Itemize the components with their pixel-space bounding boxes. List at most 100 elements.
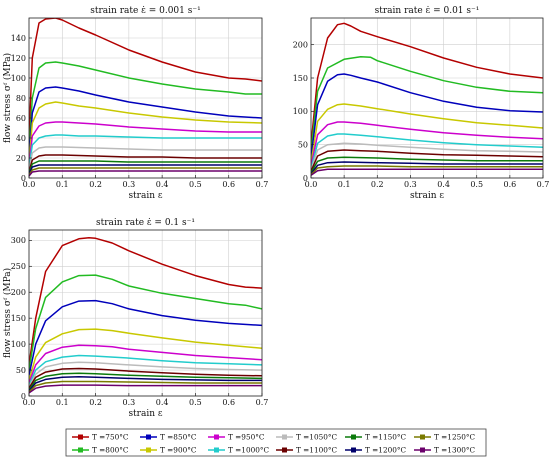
- series-line-6: [29, 134, 262, 169]
- legend-label: T =750°C: [92, 433, 129, 442]
- chart-panel-1: 0.0 0.1 0.2 0.3 0.4 0.5 0.6 0.7 0 20 40 60 80 100 120 1…: [2, 6, 268, 201]
- legend-item: T =1050°C: [276, 433, 338, 442]
- y-tick-label: 0: [21, 174, 26, 183]
- x-tick-label: 0.7: [537, 180, 550, 189]
- legend-label: T =1250°C: [434, 433, 476, 442]
- legend-label: T =800°C: [92, 446, 129, 455]
- y-tick-label: 150: [11, 314, 26, 323]
- x-tick-label: 0.4: [156, 180, 169, 189]
- series-line-6: [311, 133, 543, 169]
- legend-label: T =900°C: [160, 446, 197, 455]
- series-line-1: [29, 237, 262, 366]
- series-line-7: [311, 142, 543, 171]
- series-line-5: [29, 121, 262, 167]
- series-line-12: [29, 384, 262, 394]
- legend-square-marker: [146, 447, 151, 453]
- series-line-10: [29, 376, 262, 392]
- series-line-8: [29, 367, 262, 389]
- series-line-8: [29, 154, 262, 173]
- series-line-1: [29, 18, 262, 139]
- x-tick-label: 0.6: [503, 180, 516, 189]
- y-tick-label: 0: [303, 174, 308, 183]
- chart-panels: 0.0 0.1 0.2 0.3 0.4 0.5 0.6 0.7 0 20 40 60 80 100 120 1…: [2, 6, 549, 419]
- series-line-9: [311, 156, 543, 174]
- legend-label: T =1000°C: [228, 446, 270, 455]
- legend-item: T =850°C: [140, 433, 197, 442]
- series-line-3: [311, 73, 543, 159]
- x-tick-label: 0.1: [56, 180, 69, 189]
- x-tick-label: 0.0: [305, 180, 318, 189]
- x-tick-label: 0.3: [404, 180, 417, 189]
- series-line-7: [29, 146, 262, 171]
- x-tick-label: 0.5: [189, 180, 202, 189]
- legend-item: T =750°C: [72, 433, 129, 442]
- series-line-3: [29, 299, 262, 376]
- series-line-5: [311, 121, 543, 167]
- y-tick-label: 250: [11, 262, 26, 271]
- legend-square-marker: [214, 434, 219, 440]
- y-axis-label: flow stress σᶠ (MPa): [2, 268, 13, 358]
- legend-frame: [65, 428, 487, 457]
- legend-square-marker: [78, 434, 83, 440]
- legend: T =750°C T =850°C T =950°C T =1050°C T =1150…: [65, 428, 487, 457]
- plot-frame: [28, 229, 263, 397]
- y-tick-label: 150: [293, 74, 308, 83]
- series-line-3: [29, 86, 262, 159]
- legend-label: T =1200°C: [365, 446, 407, 455]
- series-line-9: [29, 160, 262, 174]
- x-tick-label: 0.0: [23, 180, 36, 189]
- y-axis-label: flow stress σᶠ (MPa): [2, 53, 13, 143]
- y-tick-label: 300: [11, 236, 26, 245]
- x-tick-label: 0.3: [122, 398, 135, 407]
- series-line-8: [311, 149, 543, 172]
- x-axis-label: strain ε: [128, 409, 162, 419]
- x-tick-label: 0.1: [338, 180, 351, 189]
- series-line-10: [311, 161, 543, 175]
- x-tick-label: 0.6: [222, 398, 235, 407]
- y-tick-label: 20: [16, 154, 26, 163]
- series-line-4: [29, 328, 262, 381]
- legend-label: T =1300°C: [434, 446, 476, 455]
- x-tick-label: 0.5: [189, 398, 202, 407]
- series-line-1: [311, 22, 543, 145]
- legend-label: T =1100°C: [296, 446, 338, 455]
- x-tick-label: 0.2: [89, 398, 102, 407]
- x-axis-label: strain ε: [410, 191, 444, 201]
- series-line-11: [29, 380, 262, 393]
- legend-item: T =1100°C: [276, 446, 338, 455]
- series-line-9: [29, 372, 262, 391]
- x-tick-label: 0.3: [122, 180, 135, 189]
- legend-square-marker: [78, 447, 83, 453]
- series-line-2: [311, 55, 543, 152]
- legend-square-marker: [420, 447, 425, 453]
- series-line-2: [29, 61, 262, 154]
- legend-label: T =850°C: [160, 433, 197, 442]
- x-tick-label: 0.1: [56, 398, 69, 407]
- legend-item: T =950°C: [208, 433, 265, 442]
- y-tick-label: 100: [11, 74, 26, 83]
- legend-item: T =1150°C: [345, 433, 407, 442]
- y-tick-label: 120: [11, 54, 26, 63]
- x-tick-label: 0.2: [371, 180, 384, 189]
- legend-square-marker: [420, 434, 425, 440]
- chart-title: strain rate ε̇ = 0.1 s⁻¹: [96, 218, 195, 228]
- legend-item: T =800°C: [72, 446, 129, 455]
- legend-square-marker: [351, 434, 356, 440]
- series-line-10: [29, 164, 262, 175]
- x-tick-label: 0.7: [256, 180, 269, 189]
- series-line-11: [29, 167, 262, 176]
- legend-item: T =1000°C: [208, 446, 270, 455]
- x-axis-label: strain ε: [128, 191, 162, 201]
- x-tick-label: 0.5: [470, 180, 483, 189]
- series-line-6: [29, 354, 262, 386]
- series-line-11: [311, 165, 543, 176]
- legend-item: T =1250°C: [414, 433, 476, 442]
- y-tick-label: 80: [16, 94, 26, 103]
- y-tick-label: 50: [298, 140, 308, 149]
- chart-panel-2: 0.0 0.1 0.2 0.3 0.4 0.5 0.6 0.7 0 50 100 150 200 stra…: [293, 6, 550, 201]
- legend-label: T =1150°C: [365, 433, 407, 442]
- legend-square-marker: [282, 447, 287, 453]
- y-tick-label: 40: [16, 134, 26, 143]
- series-line-7: [29, 361, 262, 388]
